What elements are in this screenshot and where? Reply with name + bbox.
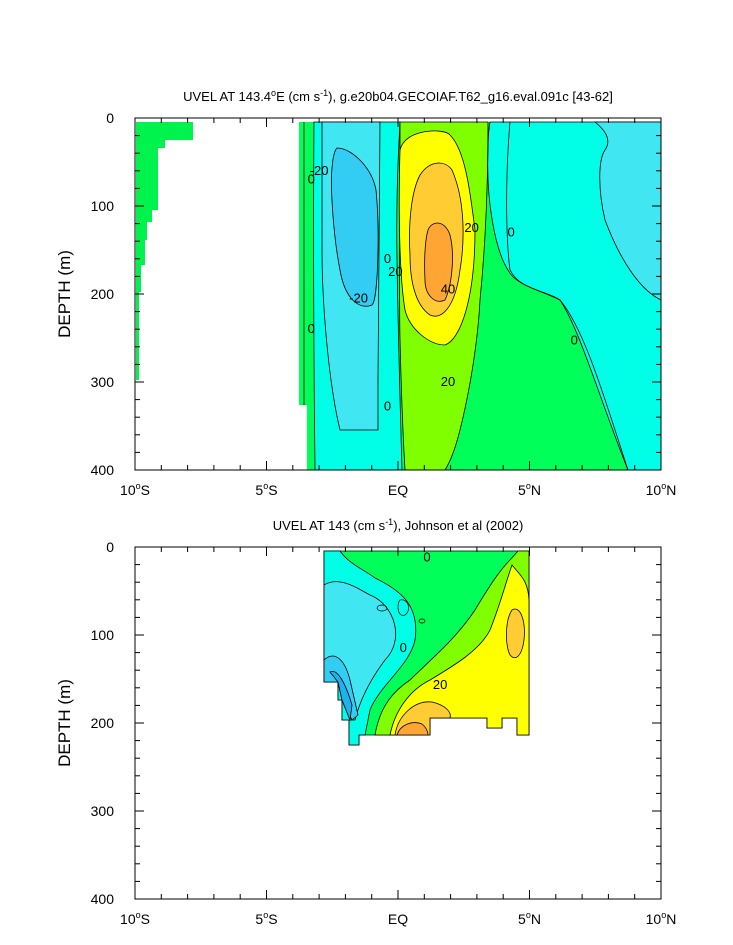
panel-title-model: UVEL AT 143.4oE (cm s-1), g.e20b04.GECOI… xyxy=(183,88,613,104)
y-axis-labels: 0 100 200 300 400 xyxy=(91,110,115,478)
contour-label: 0 xyxy=(308,321,315,336)
title-part-mid: E (cm s xyxy=(276,89,321,104)
contour-label: 20 xyxy=(464,220,478,235)
y-tick-label: 200 xyxy=(91,286,115,302)
contour-band-neg30-west xyxy=(331,147,379,307)
panel-title-obs: UVEL AT 143 (cm s-1), Johnson et al (200… xyxy=(273,517,524,533)
title-part-deg: o xyxy=(271,88,276,98)
contour-label: -20 xyxy=(310,163,329,178)
contour-field-obs xyxy=(323,550,530,746)
y-axis-labels: 0 100 200 300 400 xyxy=(91,539,115,907)
contour-band-20 xyxy=(389,564,530,736)
contour-label: 20 xyxy=(441,374,455,389)
title-part-exp: -1 xyxy=(385,517,393,527)
contour-band-neg40 xyxy=(329,671,353,722)
y-tick-label: 300 xyxy=(91,374,115,390)
x-tick-label: 5oN xyxy=(518,910,541,927)
x-axis-labels: 10oS 5oS EQ 5oN 10oN xyxy=(120,910,676,927)
panel-model: UVEL AT 143.4oE (cm s-1), g.e20b04.GECOI… xyxy=(55,88,676,498)
title-part-post: ), Johnson et al (2002) xyxy=(393,518,523,533)
x-tick-label: 5oS xyxy=(255,910,277,927)
contour-label: 0 xyxy=(507,224,514,239)
y-tick-label: 200 xyxy=(91,715,115,731)
contour-closed-small-a xyxy=(376,604,388,612)
y-tick-label: 100 xyxy=(91,627,115,643)
contour-label: -20 xyxy=(349,290,368,305)
y-axis-title: DEPTH (m) xyxy=(55,679,74,767)
y-tick-label: 300 xyxy=(91,803,115,819)
title-part-post: ), g.e20b04.GECOIAF.T62_g16.eval.091c [4… xyxy=(328,89,613,104)
x-tick-label: 10oN xyxy=(646,910,677,927)
contour-label: 0 xyxy=(384,251,391,266)
contour-label: 20 xyxy=(388,264,402,279)
y-tick-label: 0 xyxy=(106,539,114,555)
title-part-pre: UVEL AT 143.4 xyxy=(183,89,271,104)
contour-label: 0 xyxy=(571,333,578,348)
y-tick-label: 400 xyxy=(91,462,115,478)
x-axis-labels: 10oS 5oS EQ 5oN 10oN xyxy=(120,481,676,498)
x-tick-label: 5oN xyxy=(518,481,541,498)
axis-ticks xyxy=(134,117,662,471)
contour-band-40 xyxy=(424,222,453,302)
x-tick-label: 10oN xyxy=(646,481,677,498)
x-tick-label: 5oS xyxy=(255,481,277,498)
contour-label: 0 xyxy=(308,172,315,187)
contour-band-40-south xyxy=(396,722,429,736)
contour-labels-obs: 0 0 20 xyxy=(400,550,448,693)
contour-label: 0 xyxy=(384,399,391,414)
y-axis-title: DEPTH (m) xyxy=(55,250,74,338)
contour-label: 0 xyxy=(423,550,430,565)
land-mask xyxy=(136,122,193,380)
panel-observations: UVEL AT 143 (cm s-1), Johnson et al (200… xyxy=(55,517,676,927)
x-tick-label: EQ xyxy=(388,482,408,498)
contour-line-interior xyxy=(397,599,409,616)
y-tick-label: 400 xyxy=(91,891,115,907)
x-tick-label: EQ xyxy=(388,911,408,927)
x-tick-label: 10oS xyxy=(120,910,150,927)
y-tick-label: 0 xyxy=(106,110,114,126)
title-part-exp: -1 xyxy=(320,88,328,98)
y-tick-label: 100 xyxy=(91,198,115,214)
contour-closed-small-b xyxy=(418,618,426,624)
contour-band-neg20-east xyxy=(593,121,661,301)
x-tick-label: 10oS xyxy=(120,481,150,498)
contour-band-30-east xyxy=(506,608,525,659)
title-part-pre: UVEL AT 143 (cm s xyxy=(273,518,386,533)
contour-field-model xyxy=(136,121,661,470)
contour-label: 20 xyxy=(433,677,447,692)
contour-label: 40 xyxy=(441,282,455,297)
axis-ticks xyxy=(134,546,662,900)
contour-line-zero-east xyxy=(506,121,629,470)
contour-label: 0 xyxy=(400,640,407,655)
